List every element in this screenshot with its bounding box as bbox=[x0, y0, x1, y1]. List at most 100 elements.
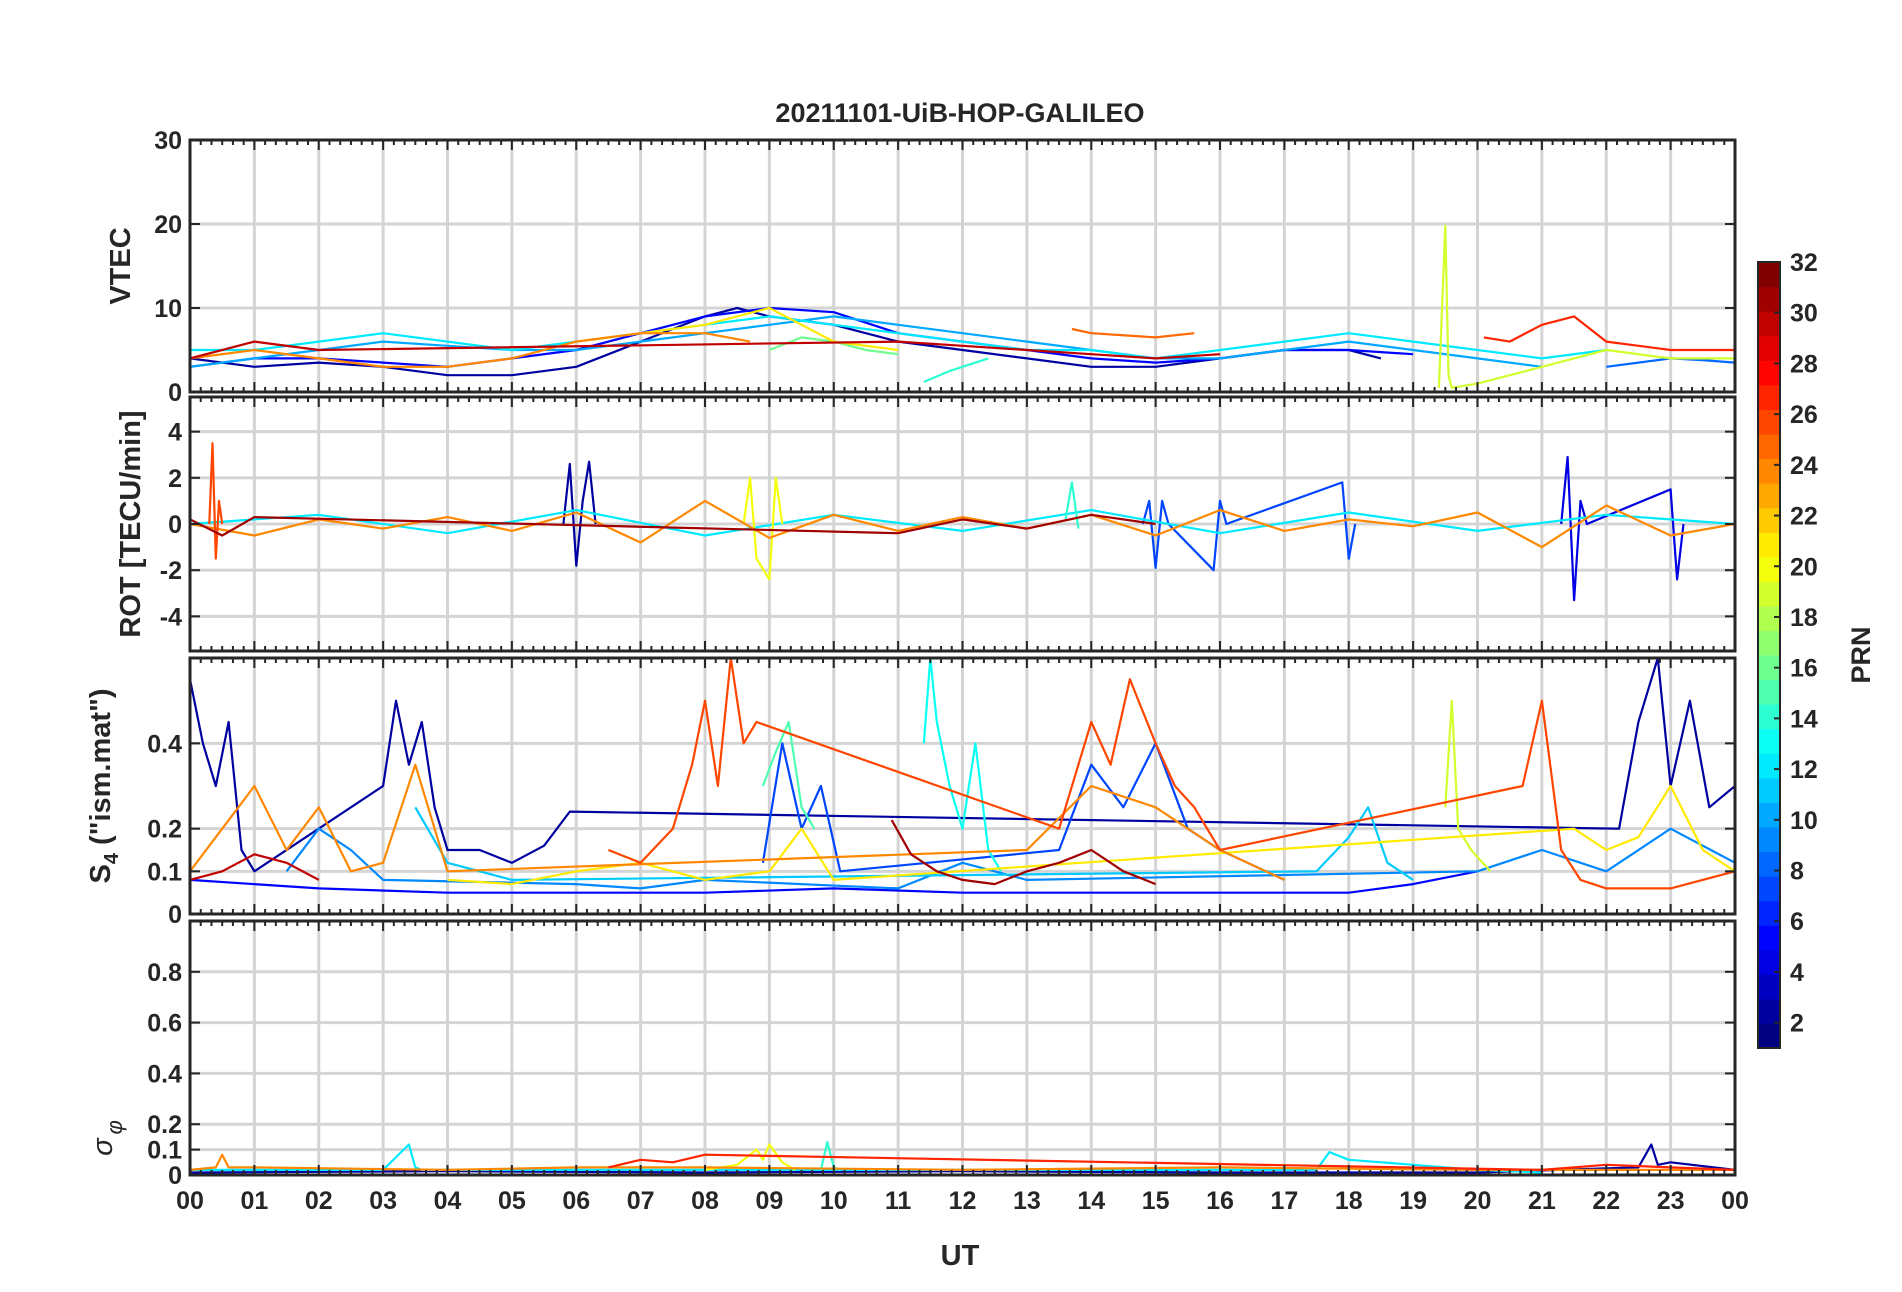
x-tick-label: 02 bbox=[305, 1187, 333, 1215]
colorbar-segment bbox=[1758, 679, 1780, 705]
colorbar-segment bbox=[1758, 458, 1780, 484]
panel-3: 0 0.1 0.2 0.4 S4 ("ism.mat") bbox=[85, 656, 1737, 929]
x-tick-label: 03 bbox=[369, 1187, 397, 1215]
x-tick-label: 16 bbox=[1206, 1187, 1234, 1215]
series-group bbox=[190, 442, 1735, 602]
x-tick-label: 09 bbox=[755, 1187, 783, 1215]
series-prn-26 bbox=[607, 658, 1735, 890]
y-tick-label: 0.6 bbox=[147, 1010, 182, 1038]
colorbar-segment bbox=[1758, 1023, 1780, 1049]
x-tick-label: 22 bbox=[1592, 1187, 1620, 1215]
x-tick-label: 20 bbox=[1464, 1187, 1492, 1215]
series-prn-7 bbox=[1141, 481, 1357, 572]
colorbar-tick-label: 20 bbox=[1790, 553, 1818, 581]
y-tick-label: 10 bbox=[154, 295, 182, 323]
series-prn-13 bbox=[922, 658, 1003, 872]
series-prn-20 bbox=[742, 476, 784, 581]
y-tick-label: 2 bbox=[168, 465, 182, 493]
panel-4: 00.10.2 0.4 0.6 0.8 σφ 00 01 02 03 04 05 06 07 08 09 10… bbox=[87, 919, 1749, 1215]
colorbar-segment bbox=[1758, 826, 1780, 853]
colorbar-segment bbox=[1758, 925, 1780, 951]
colorbar-segment bbox=[1758, 753, 1780, 779]
y-tick-label: 0.8 bbox=[147, 959, 182, 987]
chart-title: 20211101-UiB-HOP-GALILEO bbox=[775, 98, 1144, 128]
colorbar-tick-label: 22 bbox=[1790, 503, 1818, 531]
colorbar-segment bbox=[1758, 728, 1780, 754]
x-tick-label: 15 bbox=[1142, 1187, 1170, 1215]
colorbar-segment bbox=[1758, 851, 1780, 877]
colorbar-segment bbox=[1758, 630, 1780, 656]
y-axis-label-rest: ("ism.mat") bbox=[85, 689, 117, 853]
colorbar-segment bbox=[1758, 556, 1780, 582]
panel-frame bbox=[188, 919, 1737, 1177]
series-prn-21 bbox=[447, 784, 1735, 886]
y-axis-label-main: σ bbox=[87, 1137, 119, 1156]
y-tick-label: 30 bbox=[154, 127, 182, 155]
series-prn-20 bbox=[704, 1143, 796, 1171]
y-axis-label: σφ bbox=[87, 1120, 127, 1156]
colorbar-segment bbox=[1758, 483, 1780, 509]
colorbar-segment bbox=[1758, 704, 1780, 730]
colorbar-segment bbox=[1758, 384, 1780, 410]
y-axis-label: ROT [TECU/min] bbox=[115, 410, 147, 637]
series-prn-31 bbox=[890, 819, 1157, 886]
colorbar-tick-label: 2 bbox=[1790, 1010, 1804, 1038]
x-tick-label: 00 bbox=[176, 1187, 204, 1215]
y-tick-label: 0.1 bbox=[147, 858, 182, 886]
x-tick-label: 23 bbox=[1657, 1187, 1685, 1215]
colorbar-segment bbox=[1758, 409, 1780, 435]
y-tick-label: 0 bbox=[168, 511, 182, 539]
colorbar-tick-label: 26 bbox=[1790, 401, 1818, 429]
series-prn-31 bbox=[190, 513, 1156, 537]
colorbar-segment bbox=[1758, 605, 1780, 632]
series-prn-24 bbox=[190, 499, 1735, 549]
colorbar-tick-label: 4 bbox=[1790, 959, 1804, 987]
colorbar-segment bbox=[1758, 286, 1780, 312]
panel-frame bbox=[188, 656, 1737, 916]
series-prn-27 bbox=[608, 1153, 1735, 1172]
x-tick-label: 00 bbox=[1721, 1187, 1749, 1215]
x-tick-label: 17 bbox=[1270, 1187, 1298, 1215]
colorbar-tick-label: 30 bbox=[1790, 300, 1818, 328]
series-prn-27 bbox=[1483, 315, 1735, 352]
x-tick-label: 04 bbox=[434, 1187, 462, 1215]
y-tick-label: 0.4 bbox=[147, 730, 182, 758]
series-prn-12 bbox=[190, 315, 1607, 360]
colorbar-tick-label: 14 bbox=[1790, 705, 1818, 733]
colorbar-segment bbox=[1758, 876, 1780, 902]
x-tick-label: 18 bbox=[1335, 1187, 1363, 1215]
series-prn-14 bbox=[923, 357, 989, 383]
colorbar-label: PRN bbox=[1846, 626, 1876, 683]
x-tick-label: 08 bbox=[691, 1187, 719, 1215]
x-tick-label: 10 bbox=[820, 1187, 848, 1215]
panel-2: -4 -2 0 2 4 ROT [TECU/min] bbox=[115, 395, 1737, 653]
colorbar-tick-label: 10 bbox=[1790, 807, 1818, 835]
x-tick-label: 07 bbox=[627, 1187, 655, 1215]
colorbar-segment bbox=[1758, 335, 1780, 361]
y-tick-label: 0 bbox=[168, 901, 182, 929]
colorbar-segment bbox=[1758, 360, 1780, 386]
x-tick-label: 12 bbox=[949, 1187, 977, 1215]
colorbar-tick-label: 6 bbox=[1790, 908, 1804, 936]
panel-1: 0 10 20 30 VTEC bbox=[105, 127, 1737, 407]
x-tick-label: 14 bbox=[1077, 1187, 1105, 1215]
colorbar-frame bbox=[1757, 261, 1781, 1049]
series-prn-19 bbox=[1444, 699, 1492, 873]
x-tick-label: 11 bbox=[885, 1187, 912, 1215]
colorbar-segment bbox=[1758, 998, 1780, 1025]
colorbar-segment bbox=[1758, 949, 1780, 975]
colorbar-segment bbox=[1758, 581, 1780, 607]
colorbar-tick-label: 16 bbox=[1790, 655, 1818, 683]
y-tick-label: -4 bbox=[160, 603, 182, 631]
colorbar-segment bbox=[1758, 974, 1780, 1000]
y-tick-label: 4 bbox=[168, 419, 182, 447]
y-tick-label: 0 bbox=[168, 1162, 182, 1190]
x-tick-label: 21 bbox=[1528, 1187, 1556, 1215]
x-axis-label: UT bbox=[941, 1240, 980, 1272]
series-group bbox=[190, 658, 1735, 894]
series-prn-26 bbox=[208, 442, 224, 560]
series-prn-9 bbox=[285, 827, 1735, 890]
series-prn-2 bbox=[562, 460, 597, 567]
x-tick-label: 19 bbox=[1399, 1187, 1427, 1215]
